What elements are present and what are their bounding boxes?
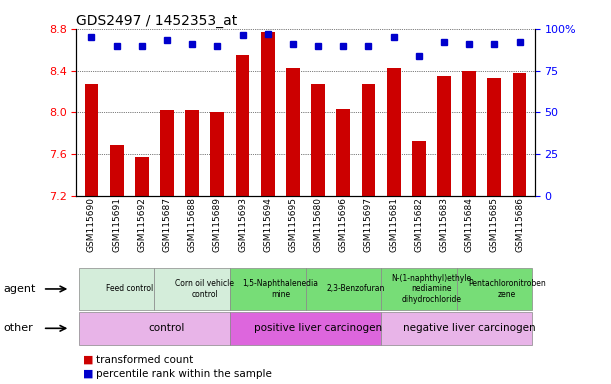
Bar [488, 78, 501, 196]
Text: control: control [149, 323, 185, 333]
Bar [456, 268, 532, 310]
Bar [306, 268, 381, 310]
Bar [79, 268, 155, 310]
Text: agent: agent [3, 284, 35, 294]
Text: ■: ■ [82, 354, 93, 364]
Text: percentile rank within the sample: percentile rank within the sample [96, 369, 272, 379]
Bar [381, 312, 532, 345]
Text: 2,3-Benzofuran: 2,3-Benzofuran [327, 285, 385, 293]
Text: Corn oil vehicle
control: Corn oil vehicle control [175, 279, 234, 299]
Bar [336, 109, 350, 196]
Text: transformed count: transformed count [96, 354, 193, 364]
Bar [236, 55, 249, 196]
Text: Pentachloronitroben
zene: Pentachloronitroben zene [468, 279, 546, 299]
Bar [381, 268, 456, 310]
Text: other: other [3, 323, 33, 333]
Bar [437, 76, 451, 196]
Bar [155, 268, 230, 310]
Bar [412, 141, 426, 196]
Bar [185, 110, 199, 196]
Bar [513, 73, 527, 196]
Bar [463, 71, 476, 196]
Bar [387, 68, 401, 196]
Text: negative liver carcinogen: negative liver carcinogen [403, 323, 535, 333]
Bar [311, 84, 325, 196]
Text: GDS2497 / 1452353_at: GDS2497 / 1452353_at [76, 14, 238, 28]
Text: Feed control: Feed control [106, 285, 153, 293]
Bar [160, 110, 174, 196]
Bar [110, 145, 123, 196]
Bar [230, 312, 381, 345]
Bar [286, 68, 300, 196]
Text: N-(1-naphthyl)ethyle
nediamine
dihydrochloride: N-(1-naphthyl)ethyle nediamine dihydroch… [391, 274, 472, 304]
Text: positive liver carcinogen: positive liver carcinogen [254, 323, 382, 333]
Bar [261, 32, 275, 196]
Bar [79, 312, 230, 345]
Bar [84, 84, 98, 196]
Bar [135, 157, 148, 196]
Text: ■: ■ [82, 369, 93, 379]
Bar [210, 113, 224, 196]
Text: 1,5-Naphthalenedia
mine: 1,5-Naphthalenedia mine [243, 279, 318, 299]
Bar [230, 268, 306, 310]
Bar [362, 84, 375, 196]
